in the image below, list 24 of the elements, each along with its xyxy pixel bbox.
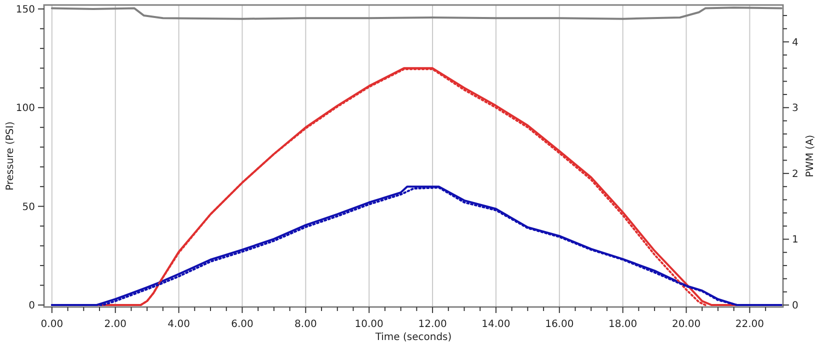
x-tick-label: 6.00 bbox=[231, 319, 254, 330]
y2-tick-label: 1 bbox=[792, 234, 798, 246]
y-tick-label: 150 bbox=[16, 4, 35, 16]
x-tick-label: 20.00 bbox=[672, 319, 701, 330]
x-tick-label: 14.00 bbox=[482, 319, 510, 330]
y2-axis-title: PWM (A) bbox=[805, 134, 816, 178]
y-tick-label: 50 bbox=[22, 202, 35, 213]
x-tick-label: 12.00 bbox=[418, 319, 447, 330]
x-tick-label: 10.00 bbox=[354, 319, 384, 330]
y-tick-label: 0 bbox=[28, 300, 35, 312]
y2-tick-label: 4 bbox=[792, 37, 798, 48]
y2-tick-label: 3 bbox=[792, 103, 798, 114]
x-axis-title: Time (seconds) bbox=[374, 332, 452, 343]
y-tick-label: 100 bbox=[16, 103, 35, 114]
x-tick-label: 22.00 bbox=[735, 319, 764, 330]
x-tick-label: 4.00 bbox=[168, 319, 190, 330]
x-tick-label: 0.00 bbox=[40, 319, 64, 330]
x-tick-label: 18.00 bbox=[608, 319, 638, 330]
y-axis-title: Pressure (PSI) bbox=[5, 121, 16, 191]
y2-tick-label: 2 bbox=[792, 168, 798, 180]
y2-tick-label: 0 bbox=[792, 300, 798, 312]
x-tick-label: 8.00 bbox=[294, 319, 317, 330]
x-tick-label: 16.00 bbox=[545, 319, 574, 330]
x-tick-label: 2.00 bbox=[104, 319, 126, 330]
